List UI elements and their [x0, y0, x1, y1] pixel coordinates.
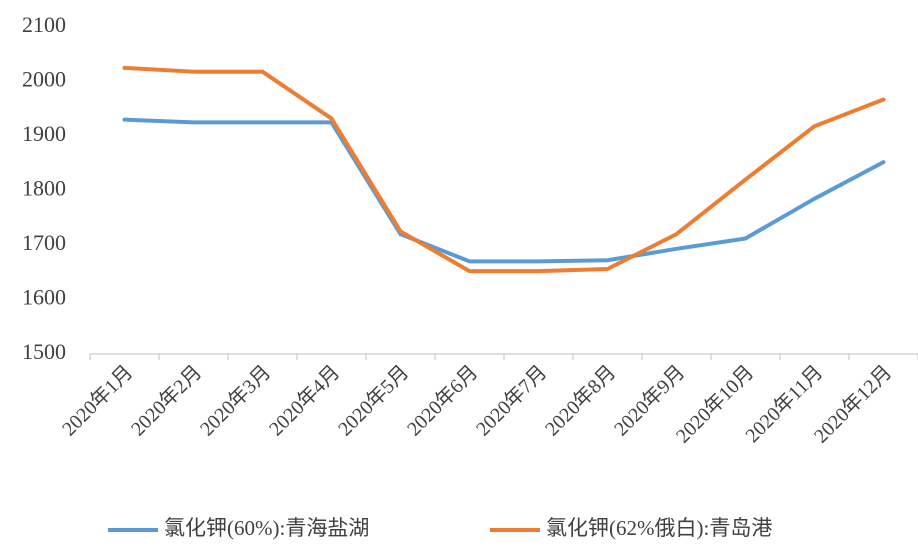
legend-label: 氯化钾(62%俄白):青岛港 [546, 516, 772, 540]
y-tick-label: 2000 [22, 67, 66, 92]
y-tick-label: 1800 [22, 176, 66, 201]
legend-label: 氯化钾(60%):青海盐湖 [164, 516, 369, 540]
y-tick-label: 1600 [22, 285, 66, 310]
y-tick-label: 1900 [22, 121, 66, 146]
series-line [122, 65, 886, 274]
legend-item: 氯化钾(62%俄白):青岛港 [490, 516, 772, 540]
x-tick-label: 2020年7月 [471, 361, 551, 441]
x-tick-label: 2020年5月 [333, 361, 413, 441]
x-tick-label: 2020年6月 [402, 361, 482, 441]
x-tick-label: 2020年3月 [195, 361, 275, 441]
x-tick-label: 2020年2月 [126, 361, 206, 441]
x-tick-label: 2020年8月 [540, 361, 620, 441]
y-tick-label: 2100 [22, 12, 66, 37]
y-tick-label: 1500 [22, 339, 66, 364]
series-line [122, 117, 886, 264]
legend-item: 氯化钾(60%):青海盐湖 [108, 516, 369, 540]
x-tick-label: 2020年1月 [57, 361, 137, 441]
x-tick-label: 2020年4月 [264, 361, 344, 441]
y-tick-label: 1700 [22, 230, 66, 255]
